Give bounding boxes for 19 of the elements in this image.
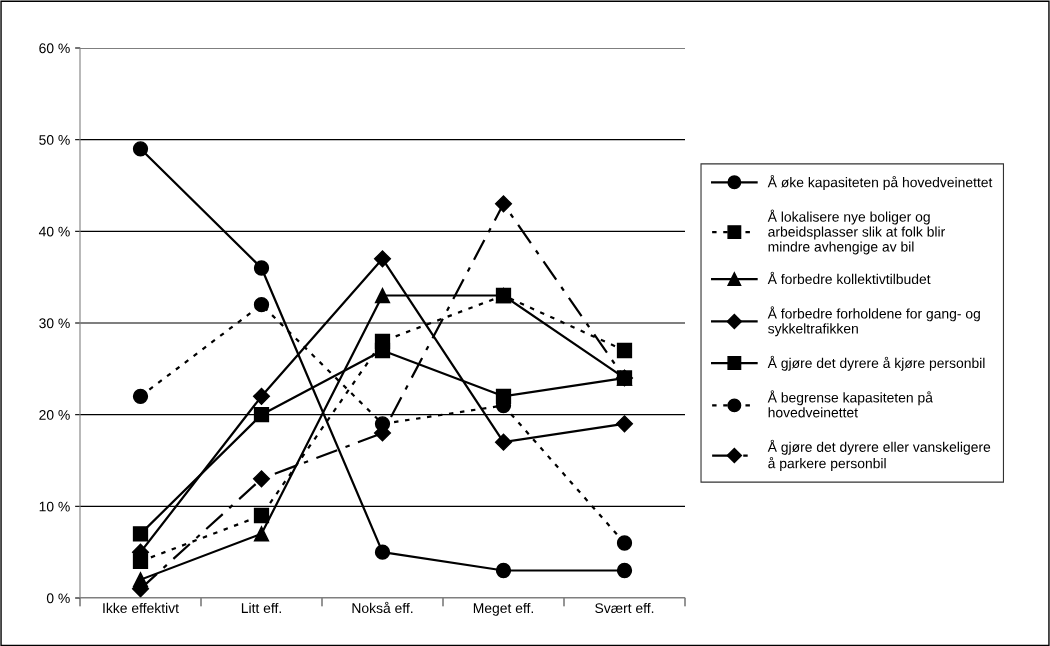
- legend-label: Å begrense kapasiteten på hovedveinettet: [767, 390, 933, 418]
- y-tick-label: 50 %: [39, 135, 70, 145]
- x-tick-label: Litt eff.: [241, 602, 281, 614]
- legend-label: Å gjøre det dyrere eller vanskeligere å parkere personbil: [767, 439, 991, 472]
- legend-label: Å forbedre forholdene for gang- og sykkeltrafikken: [767, 306, 980, 337]
- legend-label: Å gjøre det dyrere å kjøre personbil: [767, 355, 985, 371]
- x-tick-label: Ikke effektivt: [103, 602, 179, 614]
- legend-label: Å lokalisere nye boliger og arbeidsplasser slik at folk blir mindre avhengige av bil: [767, 209, 945, 255]
- x-tick-label: Meget eff.: [473, 602, 533, 616]
- x-tick-label: Svært eff.: [595, 602, 654, 614]
- y-tick-label: 60 %: [39, 43, 70, 54]
- y-tick-label: 20 %: [39, 410, 70, 420]
- legend-label: Å øke kapasiteten på hovedveinettet: [767, 174, 993, 191]
- y-tick-label: 10 %: [39, 501, 70, 512]
- y-tick-label: 30 %: [39, 318, 70, 329]
- x-tick-label: Nokså eff.: [352, 601, 413, 614]
- y-tick-label: 40 %: [38, 226, 70, 237]
- legend-label: Å forbedre kollektivtilbudet: [767, 271, 931, 285]
- y-tick-label: 0 %: [46, 593, 70, 604]
